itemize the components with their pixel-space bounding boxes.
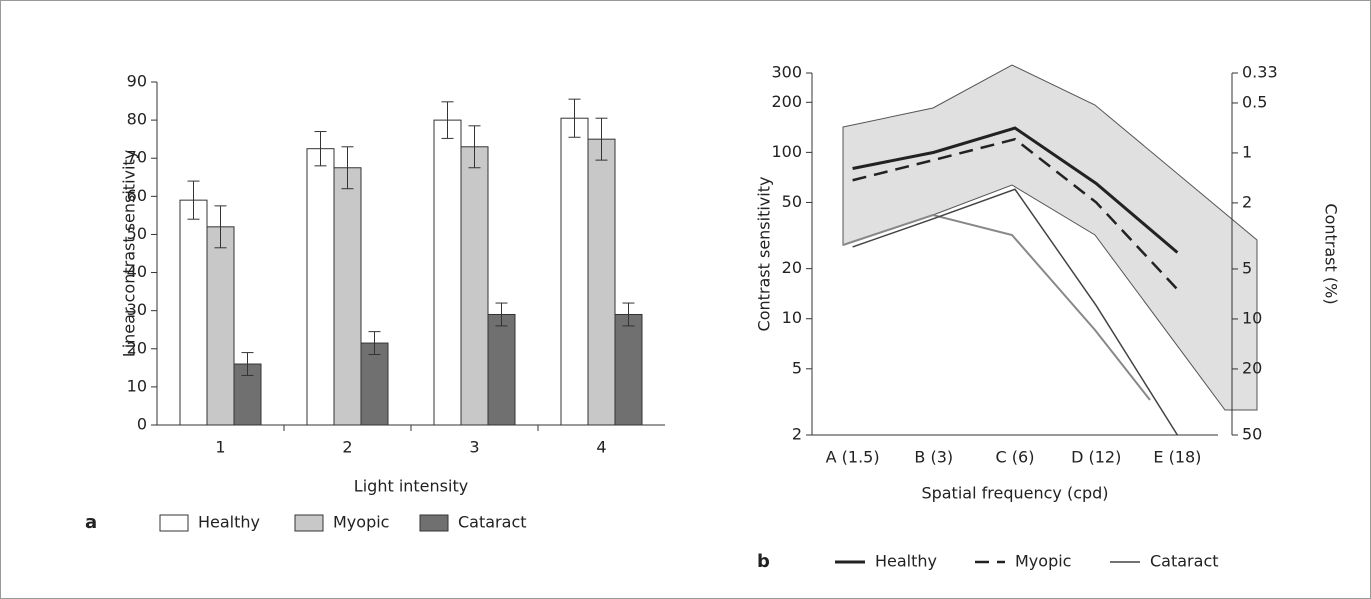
y-tick-label: 30 (127, 300, 147, 319)
x-tick-label: C (6) (996, 448, 1035, 467)
y2-tick-label: 10 (1242, 308, 1262, 327)
error-bar (214, 205, 227, 249)
y2-tick-label: 5 (1242, 258, 1252, 277)
y-tick-label: 20 (127, 338, 147, 357)
error-bar (368, 331, 381, 355)
y-tick-label: 200 (771, 92, 802, 111)
y-tick-label: 10 (127, 376, 147, 395)
bar (587, 138, 616, 426)
bar (206, 226, 235, 426)
y2-axis-label: Contrast (%) (1322, 203, 1341, 304)
error-bar (595, 117, 608, 161)
y-tick-label: 100 (771, 142, 802, 161)
error-bar (568, 98, 581, 138)
x-tick-label: B (3) (914, 448, 953, 467)
y-tick-label: 80 (127, 110, 147, 129)
error-bar (341, 146, 354, 190)
bar (306, 148, 335, 426)
y-tick-label: 20 (782, 258, 802, 277)
y2-tick-label: 0.33 (1242, 63, 1278, 82)
y-tick-label: 2 (792, 425, 802, 444)
legend-label: Myopic (333, 513, 389, 532)
legend-swatch (419, 514, 449, 532)
y2-tick-label: 50 (1242, 425, 1262, 444)
panel-label: b (757, 551, 770, 572)
error-bar (187, 180, 200, 220)
bar (333, 167, 362, 426)
error-bar (495, 302, 508, 327)
y-tick-label: 300 (771, 63, 802, 82)
y-tick-label: 10 (782, 308, 802, 327)
y-tick-label: 5 (792, 358, 802, 377)
x-tick-label: 1 (215, 438, 225, 457)
x-axis-label: Light intensity (354, 477, 468, 496)
y2-tick-label: 20 (1242, 358, 1262, 377)
bar (614, 313, 643, 426)
y-tick-label: 0 (137, 415, 147, 434)
legend-swatch (294, 514, 324, 532)
legend-swatch (159, 514, 189, 532)
bar (360, 342, 389, 426)
error-bar (441, 101, 454, 139)
y2-tick-label: 2 (1242, 192, 1252, 211)
error-bar (314, 131, 327, 167)
legend-label: Healthy (198, 513, 260, 532)
line (852, 126, 1179, 254)
y-tick-label: 40 (127, 262, 147, 281)
legend-label: Cataract (1150, 552, 1219, 571)
y-tick-label: 90 (127, 72, 147, 91)
error-bar (241, 352, 254, 376)
legend-label: Cataract (458, 513, 527, 532)
x-tick-label: 2 (342, 438, 352, 457)
line (852, 188, 1179, 436)
error-bar (622, 302, 635, 327)
x-tick-label: A (1.5) (826, 448, 880, 467)
y-axis-label: Contrast sensitivity (755, 177, 774, 332)
legend-label: Healthy (875, 552, 937, 571)
bar (560, 117, 589, 426)
x-axis-label: Spatial frequency (cpd) (921, 484, 1108, 503)
x-tick-label: E (18) (1153, 448, 1201, 467)
error-bar (468, 125, 481, 169)
y2-tick-label: 0.5 (1242, 92, 1267, 111)
y-tick-label: 50 (782, 192, 802, 211)
bar (460, 146, 489, 426)
bar (433, 119, 462, 426)
bar (487, 313, 516, 426)
bar (179, 199, 208, 426)
y2-tick-label: 1 (1242, 142, 1252, 161)
x-tick-label: 4 (596, 438, 606, 457)
x-tick-label: 3 (469, 438, 479, 457)
line (852, 137, 1179, 291)
x-tick-label: D (12) (1071, 448, 1121, 467)
y-tick-label: 50 (127, 224, 147, 243)
y-axis-label: Linear contrast sensitivity (120, 150, 139, 357)
chart-background-line (842, 213, 1151, 401)
panel-label: a (85, 512, 97, 533)
legend-label: Myopic (1015, 552, 1071, 571)
y-tick-label: 60 (127, 186, 147, 205)
y-tick-label: 70 (127, 148, 147, 167)
